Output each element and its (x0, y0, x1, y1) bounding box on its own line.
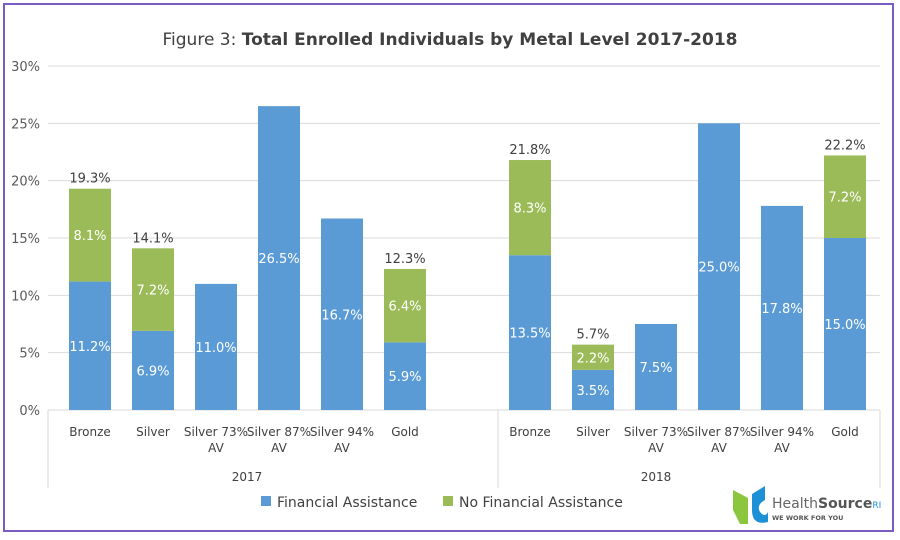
logo-blue-shape (752, 486, 768, 523)
logo-text: HealthSourceRI (772, 496, 881, 512)
data-label: 7.2% (136, 284, 169, 299)
data-label: 3.5% (576, 384, 609, 399)
data-label: 7.2% (828, 191, 861, 206)
x-group-label: 2018 (641, 470, 672, 484)
bar-2017-gold-s1 (384, 268, 426, 343)
bar-2018-gold-s0 (824, 238, 866, 410)
x-category-label: Silver 94% (750, 425, 814, 439)
y-tick-label: 30% (11, 60, 40, 75)
x-category-label: Bronze (69, 425, 111, 439)
bar-2017-bronze-s0 (69, 281, 111, 410)
total-label: 19.3% (69, 172, 110, 187)
bar-2018-silver-94-av-s0 (761, 205, 803, 410)
x-category-label: Silver 73% (624, 425, 688, 439)
bar-2018-bronze-s0 (509, 255, 551, 410)
bar-2017-silver-94-av-s0 (321, 218, 363, 410)
data-label: 11.2% (69, 340, 110, 355)
legend: Financial Assistance No Financial Assist… (261, 495, 623, 511)
y-tick-label: 20% (11, 175, 40, 190)
y-tick-label: 25% (11, 117, 40, 132)
x-category-label: AV (208, 441, 224, 455)
x-category-label: AV (271, 441, 287, 455)
data-label: 16.7% (321, 308, 362, 323)
total-label: 5.7% (576, 328, 609, 343)
y-tick-label: 10% (11, 289, 40, 304)
x-category-label: AV (648, 441, 664, 455)
logo-green-shape (733, 490, 748, 524)
y-tick-label: 5% (19, 347, 40, 362)
data-label: 11.0% (195, 341, 236, 356)
bar-2018-silver-s0 (572, 369, 614, 410)
total-label: 22.2% (824, 138, 865, 153)
x-category-label: Silver 73% (184, 425, 248, 439)
total-label: 12.3% (384, 252, 425, 267)
logo-tagline: WE WORK FOR YOU (772, 514, 843, 522)
data-label: 8.3% (513, 202, 546, 217)
bar-2017-bronze-s1 (69, 188, 111, 282)
data-label: 2.2% (576, 351, 609, 366)
data-label: 6.9% (136, 364, 169, 379)
data-label: 17.8% (761, 302, 802, 317)
legend-swatch-financial-assistance (261, 496, 271, 506)
bar-2017-gold-s0 (384, 342, 426, 410)
bar-2018-silver-73-av-s0 (635, 324, 677, 410)
x-category-label: Gold (831, 425, 859, 439)
chart-frame (3, 3, 894, 532)
data-label: 25.0% (698, 261, 739, 276)
bar-2017-silver-73-av-s0 (195, 283, 237, 410)
total-label: 21.8% (509, 143, 550, 158)
data-label: 13.5% (509, 327, 550, 342)
x-category-label: Bronze (509, 425, 551, 439)
chart-title: Figure 3: Total Enrolled Individuals by … (163, 30, 738, 50)
x-category-label: Silver 94% (310, 425, 374, 439)
data-label: 15.0% (824, 318, 865, 333)
bar-2018-bronze-s1 (509, 160, 551, 256)
bar-2018-silver-s1 (572, 344, 614, 370)
legend-label-no-financial-assistance: No Financial Assistance (459, 495, 623, 511)
bar-2017-silver-87-av-s0 (258, 106, 300, 410)
y-tick-label: 15% (11, 232, 40, 247)
x-category-label: Silver 87% (247, 425, 311, 439)
total-label: 14.1% (132, 231, 173, 246)
data-label: 6.4% (388, 300, 421, 315)
x-category-label: Silver 87% (687, 425, 751, 439)
data-label: 8.1% (73, 229, 106, 244)
bar-2018-silver-87-av-s0 (698, 123, 740, 410)
x-category-label: Silver (576, 425, 610, 439)
x-category-label: Gold (391, 425, 419, 439)
x-category-label: AV (711, 441, 727, 455)
data-label: 5.9% (388, 370, 421, 385)
y-tick-label: 0% (19, 404, 40, 419)
healthsource-logo: HealthSourceRI WE WORK FOR YOU (733, 486, 881, 524)
legend-swatch-no-financial-assistance (443, 496, 453, 506)
x-category-label: AV (334, 441, 350, 455)
x-category-label: Silver (136, 425, 170, 439)
data-label: 26.5% (258, 252, 299, 267)
data-label: 7.5% (639, 361, 672, 376)
x-category-label: AV (774, 441, 790, 455)
bar-2017-silver-s1 (132, 248, 174, 331)
bar-2018-gold-s1 (824, 155, 866, 238)
bar-2017-silver-s0 (132, 330, 174, 410)
x-group-label: 2017 (232, 470, 263, 484)
legend-label-financial-assistance: Financial Assistance (277, 495, 417, 511)
